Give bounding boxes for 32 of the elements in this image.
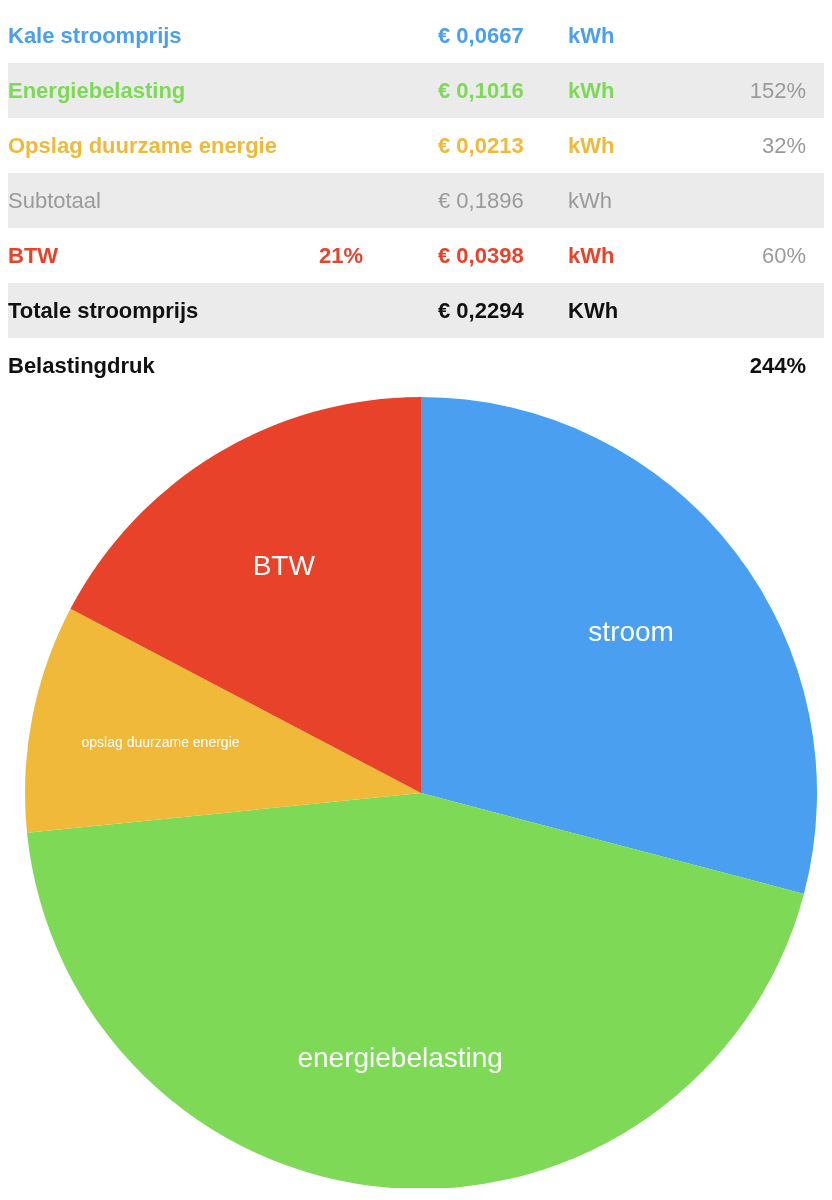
text: KWh (568, 297, 619, 325)
text: kWh (568, 22, 615, 50)
text: Belastingdruk (8, 352, 155, 380)
text: kWh (568, 242, 615, 270)
text: Kale stroomprijs (8, 22, 182, 50)
slice-label: opslag duurzame energie (81, 734, 240, 751)
pie-slice (25, 608, 421, 833)
text: 244% (749, 352, 806, 380)
pie-slice (70, 397, 421, 793)
text: € 0,0667 (438, 22, 524, 50)
text: Totale stroomprijs (8, 297, 199, 325)
text: € 0,0398 (438, 242, 524, 270)
text: € 0,1896 (438, 187, 524, 215)
text: 21% (318, 242, 363, 270)
text: € 0,0213 (438, 132, 524, 160)
text: Opslag duurzame energie (8, 132, 277, 160)
slice-label: stroom (588, 615, 674, 647)
text: 152% (749, 77, 806, 105)
text: € 0,2294 (438, 297, 524, 325)
slice-label: BTW (252, 550, 316, 582)
text: Subtotaal (8, 187, 101, 215)
text: 32% (761, 132, 806, 160)
text: kWh (568, 77, 615, 105)
text: BTW (8, 242, 59, 270)
text: kWh (568, 187, 612, 215)
slice-label: energiebelasting (297, 1042, 503, 1073)
text: Energiebelasting (8, 77, 186, 105)
text: 60% (761, 242, 806, 270)
text: € 0,1016 (438, 77, 524, 105)
pie-slice (27, 793, 804, 1188)
text: kWh (568, 132, 615, 160)
pie-slice (421, 397, 817, 894)
